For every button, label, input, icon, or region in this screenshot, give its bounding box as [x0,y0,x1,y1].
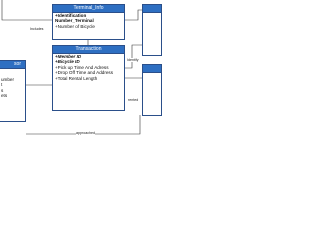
entity: Transaction +Member ID +Bicycle ID +Pick… [52,45,125,111]
entity-partial [142,64,162,116]
attribute: +Total Rental Length [55,75,98,81]
attribute: ets [1,93,8,99]
attribute: s [1,87,4,93]
attribute: +Drop Off Time and Address [55,70,114,76]
relationship-label: Includes [30,27,44,31]
entity: sor umber t s ets [0,60,26,122]
attribute: +Member ID [55,54,82,59]
attribute: umber [1,77,15,82]
attribute: +Bicycle ID [55,59,80,65]
entity-title: sor [0,61,25,69]
entity-title: Terminal_Info [53,5,124,13]
connectors [1,0,150,135]
entity: Terminal_Info +Identification Number_Ter… [52,4,125,40]
relationship-label: Identify [127,58,139,62]
connector [26,115,141,135]
entity-header [143,65,161,73]
entity-header [143,5,161,13]
attribute: t [1,82,3,88]
entity-partial [142,4,162,56]
relationship-label: rented [128,98,139,102]
connector [125,44,142,69]
entity-title: Transaction [53,46,124,54]
attribute: +Identification Number_Terminal [55,13,94,24]
relationship-label: approached [76,131,95,135]
attribute: +Number of Bicycle [55,23,95,29]
attribute: +Pick up Time And Adress [55,64,109,70]
connector [1,0,52,21]
page: {"entities": [ {"title": "Terminal_Info"… [0,0,162,150]
